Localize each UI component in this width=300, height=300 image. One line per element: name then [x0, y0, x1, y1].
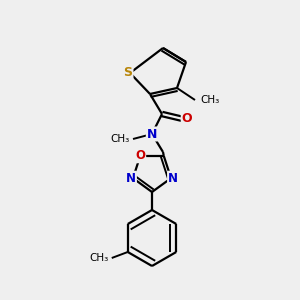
Text: CH₃: CH₃ — [111, 134, 130, 144]
Text: CH₃: CH₃ — [200, 95, 219, 105]
Text: O: O — [135, 149, 145, 162]
Text: CH₃: CH₃ — [89, 253, 109, 263]
Text: O: O — [182, 112, 192, 125]
Text: N: N — [168, 172, 178, 185]
Text: N: N — [147, 128, 157, 140]
Text: S: S — [124, 67, 133, 80]
Text: N: N — [126, 172, 136, 185]
